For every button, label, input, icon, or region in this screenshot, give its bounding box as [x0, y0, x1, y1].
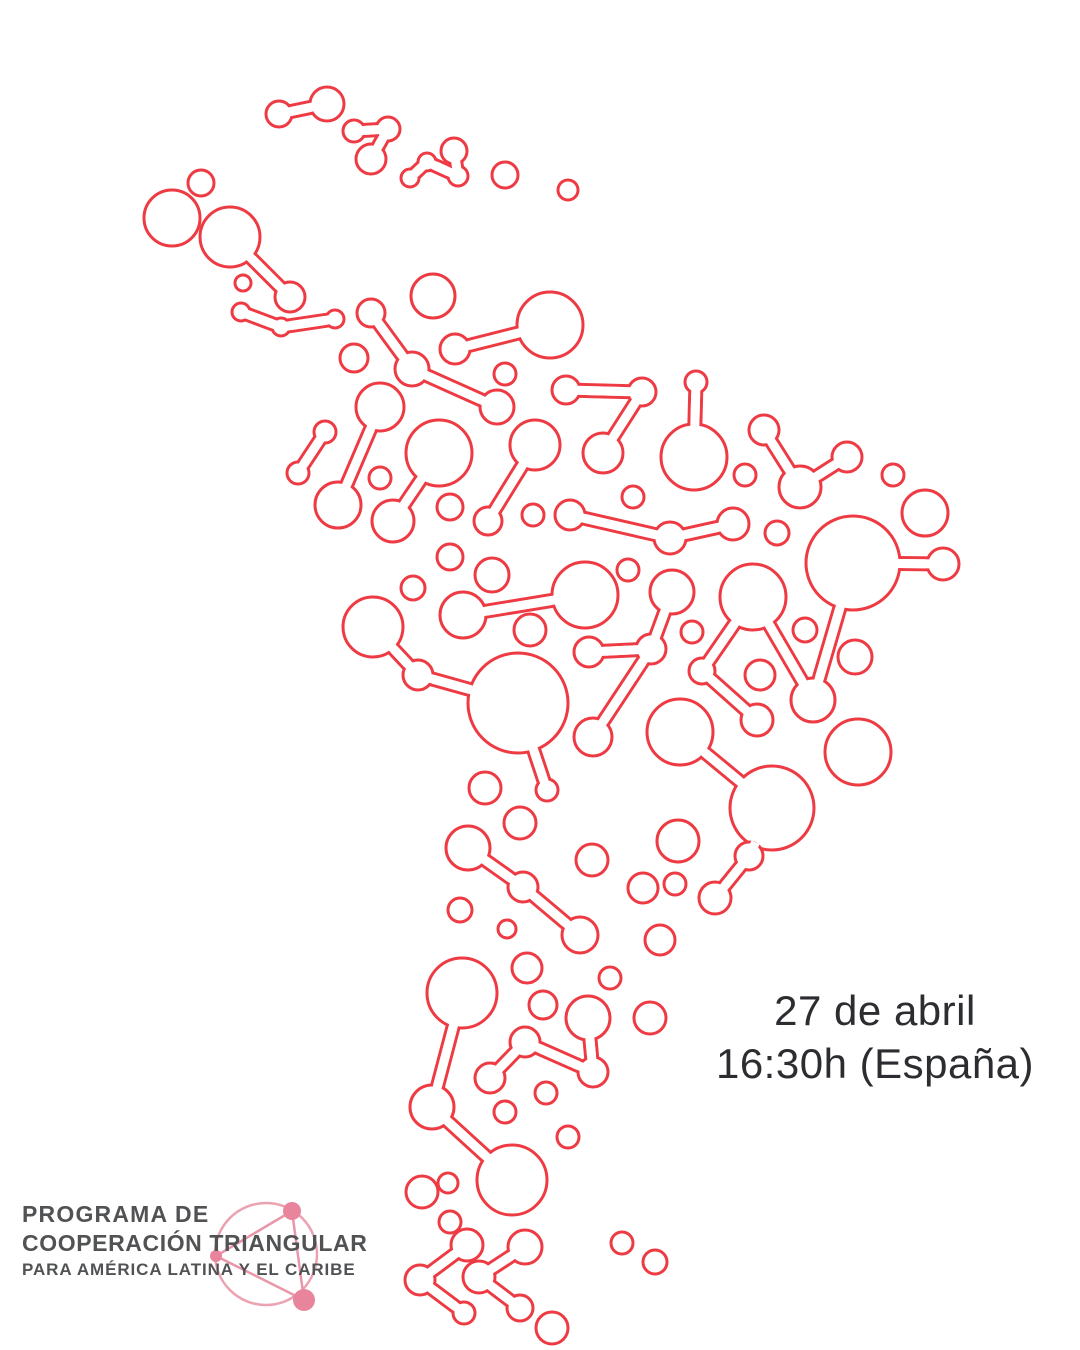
program-logo-text: PROGRAMA DE COOPERACIÓN TRIANGULAR PARA … — [22, 1200, 422, 1283]
logo-line1: PROGRAMA DE — [22, 1201, 210, 1227]
event-datetime: 27 de abril 16:30h (España) — [700, 984, 1050, 1090]
program-logo: PROGRAMA DE COOPERACIÓN TRIANGULAR PARA … — [0, 1190, 420, 1350]
triangular-network-logo-icon — [210, 1201, 319, 1311]
logo-line3: PARA AMÉRICA LATINA Y EL CARIBE — [22, 1260, 356, 1279]
event-time: 16:30h (España) — [715, 1040, 1035, 1087]
event-date: 27 de abril — [774, 987, 976, 1034]
logo-line2: COOPERACIÓN TRIANGULAR — [22, 1230, 368, 1256]
